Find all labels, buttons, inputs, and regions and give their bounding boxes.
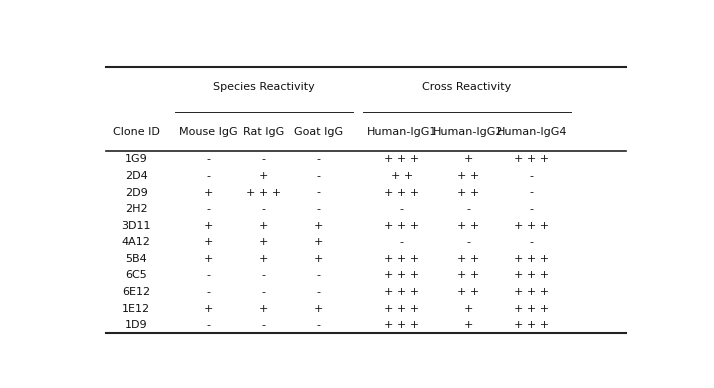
Text: -: - bbox=[317, 320, 321, 330]
Text: -: - bbox=[400, 237, 404, 247]
Text: +: + bbox=[314, 221, 323, 231]
Text: + + +: + + + bbox=[514, 254, 550, 264]
Text: +: + bbox=[314, 237, 323, 247]
Text: -: - bbox=[206, 171, 210, 181]
Text: + +: + + bbox=[457, 254, 479, 264]
Text: 2D4: 2D4 bbox=[125, 171, 148, 181]
Text: Rat IgG: Rat IgG bbox=[243, 127, 284, 137]
Text: + + +: + + + bbox=[384, 187, 419, 197]
Text: + + +: + + + bbox=[384, 303, 419, 314]
Text: 1E12: 1E12 bbox=[122, 303, 151, 314]
Text: +: + bbox=[259, 171, 268, 181]
Text: + +: + + bbox=[457, 287, 479, 297]
Text: -: - bbox=[317, 204, 321, 214]
Text: + + +: + + + bbox=[384, 254, 419, 264]
Text: 1G9: 1G9 bbox=[125, 154, 148, 165]
Text: +: + bbox=[203, 303, 213, 314]
Text: -: - bbox=[317, 171, 321, 181]
Text: Mouse IgG: Mouse IgG bbox=[179, 127, 238, 137]
Text: -: - bbox=[206, 270, 210, 281]
Text: -: - bbox=[466, 204, 471, 214]
Text: +: + bbox=[203, 237, 213, 247]
Text: -: - bbox=[530, 204, 534, 214]
Text: Human-IgG1: Human-IgG1 bbox=[367, 127, 437, 137]
Text: -: - bbox=[206, 154, 210, 165]
Text: + + +: + + + bbox=[384, 287, 419, 297]
Text: + + +: + + + bbox=[384, 154, 419, 165]
Text: Species Reactivity: Species Reactivity bbox=[213, 82, 315, 92]
Text: -: - bbox=[206, 287, 210, 297]
Text: 4A12: 4A12 bbox=[122, 237, 151, 247]
Text: -: - bbox=[530, 237, 534, 247]
Text: -: - bbox=[261, 287, 266, 297]
Text: -: - bbox=[261, 154, 266, 165]
Text: +: + bbox=[463, 154, 473, 165]
Text: -: - bbox=[317, 270, 321, 281]
Text: -: - bbox=[206, 204, 210, 214]
Text: +: + bbox=[203, 221, 213, 231]
Text: + + +: + + + bbox=[384, 221, 419, 231]
Text: + +: + + bbox=[457, 270, 479, 281]
Text: +: + bbox=[314, 303, 323, 314]
Text: + + +: + + + bbox=[384, 320, 419, 330]
Text: + +: + + bbox=[457, 221, 479, 231]
Text: + + +: + + + bbox=[514, 154, 550, 165]
Text: + +: + + bbox=[391, 171, 413, 181]
Text: -: - bbox=[261, 320, 266, 330]
Text: +: + bbox=[259, 254, 268, 264]
Text: Clone ID: Clone ID bbox=[113, 127, 160, 137]
Text: Human-IgG2: Human-IgG2 bbox=[433, 127, 503, 137]
Text: +: + bbox=[259, 221, 268, 231]
Text: -: - bbox=[317, 287, 321, 297]
Text: -: - bbox=[466, 237, 471, 247]
Text: + + +: + + + bbox=[514, 287, 550, 297]
Text: -: - bbox=[261, 270, 266, 281]
Text: -: - bbox=[261, 204, 266, 214]
Text: -: - bbox=[317, 187, 321, 197]
Text: +: + bbox=[259, 303, 268, 314]
Text: -: - bbox=[317, 154, 321, 165]
Text: + + +: + + + bbox=[514, 303, 550, 314]
Text: + + +: + + + bbox=[514, 270, 550, 281]
Text: 2D9: 2D9 bbox=[125, 187, 148, 197]
Text: 6C5: 6C5 bbox=[126, 270, 147, 281]
Text: -: - bbox=[206, 320, 210, 330]
Text: +: + bbox=[463, 303, 473, 314]
Text: 6E12: 6E12 bbox=[122, 287, 151, 297]
Text: +: + bbox=[259, 237, 268, 247]
Text: 5B4: 5B4 bbox=[126, 254, 147, 264]
Text: +: + bbox=[463, 320, 473, 330]
Text: +: + bbox=[203, 187, 213, 197]
Text: + + +: + + + bbox=[514, 221, 550, 231]
Text: + + +: + + + bbox=[514, 320, 550, 330]
Text: + +: + + bbox=[457, 187, 479, 197]
Text: Goat IgG: Goat IgG bbox=[294, 127, 343, 137]
Text: -: - bbox=[530, 171, 534, 181]
Text: +: + bbox=[314, 254, 323, 264]
Text: Cross Reactivity: Cross Reactivity bbox=[422, 82, 511, 92]
Text: Human-IgG4: Human-IgG4 bbox=[497, 127, 567, 137]
Text: +: + bbox=[203, 254, 213, 264]
Text: + + +: + + + bbox=[384, 270, 419, 281]
Text: 1D9: 1D9 bbox=[125, 320, 148, 330]
Text: + + +: + + + bbox=[246, 187, 281, 197]
Text: 2H2: 2H2 bbox=[125, 204, 148, 214]
Text: -: - bbox=[400, 204, 404, 214]
Text: + +: + + bbox=[457, 171, 479, 181]
Text: -: - bbox=[530, 187, 534, 197]
Text: 3D11: 3D11 bbox=[121, 221, 151, 231]
